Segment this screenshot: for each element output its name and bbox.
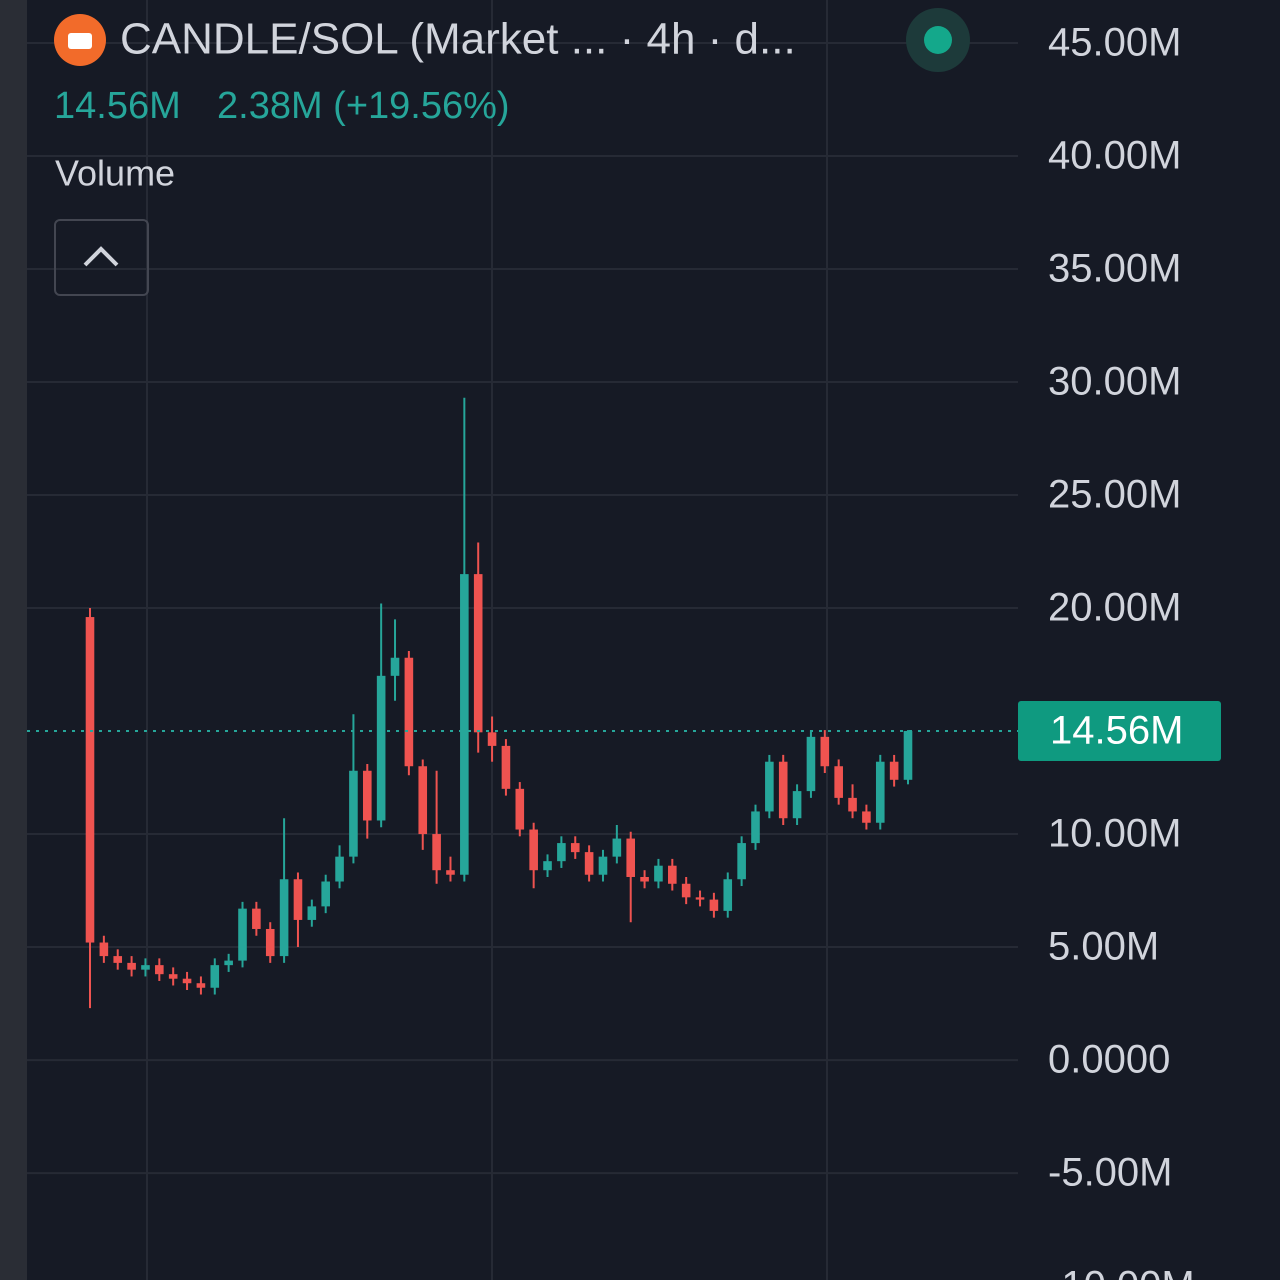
candle-body [889, 761, 899, 780]
candle-body [681, 883, 691, 898]
candle-body [182, 978, 192, 984]
y-tick-label: 40.00M [1048, 134, 1181, 178]
y-tick-label: 0.0000 [1048, 1038, 1170, 1082]
candle-body [862, 811, 871, 823]
candle-body [224, 960, 233, 966]
y-tick-label: 25.00M [1048, 473, 1181, 517]
grid [27, 0, 1018, 1280]
candle-body [127, 962, 136, 970]
candle-body [529, 829, 538, 871]
chevron-up [83, 246, 119, 267]
candle-body [806, 736, 816, 792]
candle-body [418, 766, 428, 835]
candle-body [460, 574, 469, 875]
candle-body [155, 965, 164, 975]
candle-body [834, 766, 843, 798]
candle-body [99, 942, 109, 957]
candle-body [85, 617, 95, 943]
candle-body [598, 856, 608, 875]
candle-body [335, 856, 344, 882]
candles [85, 397, 913, 1009]
candle-body [487, 732, 497, 746]
candle-body [751, 811, 760, 844]
candle-body [404, 657, 414, 767]
last-price-badge [1018, 700, 1221, 761]
candle-body [612, 838, 622, 857]
candle-body [695, 897, 705, 900]
candle-body [570, 843, 580, 853]
indicator-label: Volume [55, 153, 175, 194]
candle-body [737, 843, 746, 880]
candle-body [446, 870, 455, 875]
candle-body [432, 834, 441, 871]
candle-body [668, 865, 677, 884]
candle-body [196, 983, 206, 988]
candle-body [903, 730, 913, 780]
symbol-title: CANDLE/SOL (Market ... · 4h · d... [120, 15, 796, 64]
candle-body [349, 770, 358, 857]
candle-body [238, 908, 247, 961]
y-tick-label: 20.00M [1048, 586, 1181, 630]
candle-body [626, 838, 636, 877]
candle-body [848, 797, 857, 812]
candle-body [390, 657, 400, 676]
last-price-label: 14.56M [1050, 709, 1183, 753]
candle-body [113, 956, 123, 963]
left-strip [0, 0, 27, 1280]
y-tick-label: 45.00M [1048, 21, 1181, 65]
header-change: 2.38M (+19.56%) [217, 85, 510, 127]
candle-body [168, 974, 178, 979]
candle-body [473, 574, 483, 733]
header-price: 14.56M [54, 85, 181, 127]
y-tick-label: 10.00M [1048, 812, 1181, 856]
candle-body [210, 965, 220, 988]
candle-body [584, 852, 594, 875]
candle-body [640, 876, 649, 882]
candle-body [321, 881, 330, 907]
candle-body [362, 770, 372, 821]
y-tick-label: 35.00M [1048, 247, 1181, 291]
candle-body [252, 908, 261, 929]
y-tick-label: 30.00M [1048, 360, 1181, 404]
candle-body [293, 879, 303, 920]
candle-body [501, 745, 511, 789]
candle-body [709, 899, 719, 911]
candle-body [820, 736, 830, 767]
candle-body [765, 761, 774, 812]
candle-body [543, 861, 552, 871]
y-tick-label: -5.00M [1048, 1151, 1173, 1195]
candle-body [307, 906, 317, 920]
candle-body [265, 928, 275, 957]
candle-body [778, 761, 788, 819]
candle-body [723, 879, 733, 911]
candle-body [376, 675, 386, 821]
candle-body [141, 965, 150, 970]
candle-body [557, 843, 566, 862]
status-dot [924, 26, 952, 54]
logo-glyph [68, 33, 92, 49]
y-tick-label: 5.00M [1048, 925, 1159, 969]
collapse-button[interactable] [54, 219, 149, 296]
candle-body [654, 865, 663, 882]
y-tick-label: -10.00M [1048, 1264, 1195, 1280]
candle-body [515, 788, 525, 830]
candle-body [279, 879, 289, 957]
candle-body [875, 761, 885, 823]
candle-body [792, 791, 802, 819]
overlay: 45.00M 40.00M 35.00M 30.00M 25.00M 20.00M 10.0… [27, 21, 1221, 1280]
